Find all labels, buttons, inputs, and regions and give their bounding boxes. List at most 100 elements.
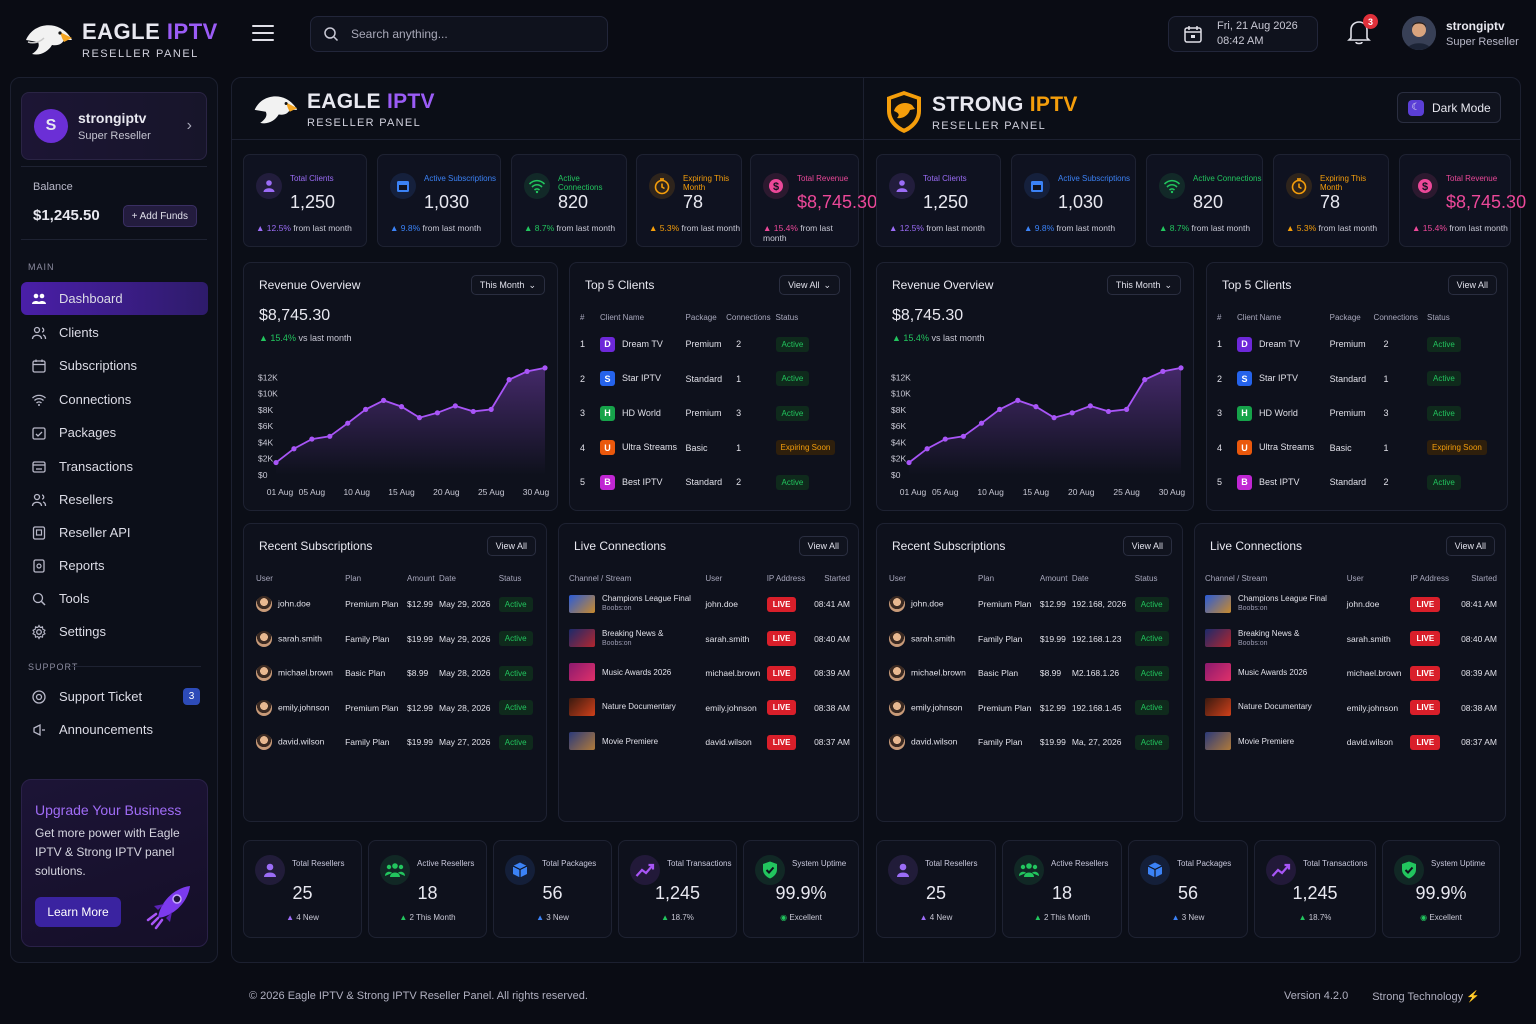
user-menu[interactable]: strongiptv Super Reseller <box>1402 16 1519 50</box>
stat-card-active-connections[interactable]: Active Connections 820 ▲ 8.7% from last … <box>1146 154 1263 247</box>
table-row[interactable]: 1 D Dream TV Premium 2 Active <box>580 327 842 362</box>
period-select[interactable]: This Month ⌄ <box>1106 275 1181 295</box>
table-row[interactable]: 3 H HD World Premium 3 Active <box>580 396 842 431</box>
revenue-point[interactable] <box>1160 368 1166 374</box>
learn-more-button[interactable]: Learn More <box>35 897 121 927</box>
revenue-point[interactable] <box>488 406 494 412</box>
revenue-point[interactable] <box>345 420 351 426</box>
period-select[interactable]: This Month ⌄ <box>470 275 545 295</box>
table-row[interactable]: 1 D Dream TV Premium 2 Active <box>1217 327 1499 362</box>
summary-card-total-transactions[interactable]: Total Transactions 1,245 ▲ 18.7% <box>618 840 737 938</box>
summary-card-total-packages[interactable]: Total Packages 56 ▲ 3 New <box>1128 840 1248 938</box>
sidebar-item-resellers[interactable]: Resellers <box>21 483 208 516</box>
revenue-point[interactable] <box>381 397 387 403</box>
table-row[interactable]: emily.johnson Premium Plan $12.99 192.16… <box>889 691 1174 726</box>
stat-card-total-revenue[interactable]: $ Total Revenue $8,745.30 ▲ 15.4% from l… <box>750 154 877 247</box>
revenue-point[interactable] <box>978 420 985 426</box>
table-row[interactable]: 5 B Best IPTV Standard 2 Active <box>580 465 842 500</box>
summary-card-total-resellers[interactable]: Total Resellers 25 ▲ 4 New <box>876 840 996 938</box>
sidebar-item-transactions[interactable]: Transactions <box>21 450 208 483</box>
table-row[interactable]: 2 S Star IPTV Standard 1 Active <box>580 362 842 397</box>
table-row[interactable]: Breaking News & Boobs:on sarah.smith LIVE… <box>1205 622 1497 657</box>
table-row[interactable]: Breaking News & Boobs:on sarah.smith LIVE… <box>569 622 850 657</box>
table-row[interactable]: emily.johnson Premium Plan $12.99 May 28… <box>256 691 538 726</box>
revenue-point[interactable] <box>434 410 440 416</box>
revenue-point[interactable] <box>960 433 966 439</box>
search-input[interactable] <box>351 27 571 41</box>
table-row[interactable]: Music Awards 2026 michael.brown LIVE 08:… <box>1205 656 1497 691</box>
view-all-button[interactable]: View All ⌄ <box>779 275 840 295</box>
revenue-point[interactable] <box>1105 408 1112 415</box>
stat-card-total-revenue[interactable]: $ Total Revenue $8,745.30 ▲ 15.4% from l… <box>1399 154 1526 247</box>
sidebar-item-reseller-api[interactable]: Reseller API <box>21 516 208 549</box>
sidebar-item-announcements[interactable]: Announcements <box>21 713 208 746</box>
sidebar-item-connections[interactable]: Connections <box>21 383 208 416</box>
sidebar-item-tools[interactable]: Tools <box>21 582 208 615</box>
table-row[interactable]: sarah.smith Family Plan $19.99 May 29, 2… <box>256 622 538 657</box>
add-funds-button[interactable]: + Add Funds <box>122 205 197 227</box>
notifications-button[interactable]: 3 <box>1346 14 1378 48</box>
sidebar-item-settings[interactable]: Settings <box>21 615 208 648</box>
revenue-point[interactable] <box>942 436 948 442</box>
sidebar-item-support-ticket[interactable]: Support Ticket 3 <box>21 680 208 713</box>
stat-card-active-subscriptions[interactable]: Active Subscriptions 1,030 ▲ 9.8% from l… <box>1011 154 1136 247</box>
table-row[interactable]: Champions League Final Boobs:on john.doe … <box>1205 587 1497 622</box>
sidebar-item-reports[interactable]: Reports <box>21 549 208 582</box>
stat-card-total-clients[interactable]: Total Clients 1,250 ▲ 12.5% from last mo… <box>243 154 367 247</box>
table-row[interactable]: 4 U Ultra Streams Basic 1 Expiring Soon <box>1217 431 1499 466</box>
revenue-point[interactable] <box>1142 377 1148 383</box>
table-row[interactable]: 5 B Best IPTV Standard 2 Active <box>1217 465 1499 500</box>
summary-card-system-uptime[interactable]: System Uptime 99.9% ◉ Excellent <box>1382 840 1500 938</box>
table-row[interactable]: Movie Premiere david.wilson LIVE 08:37 A… <box>569 725 850 760</box>
view-all-button[interactable]: View All <box>1122 536 1172 556</box>
revenue-point[interactable] <box>542 365 548 371</box>
revenue-point[interactable] <box>416 415 423 421</box>
revenue-point[interactable] <box>524 368 530 374</box>
sidebar-item-subscriptions[interactable]: Subscriptions <box>21 349 208 382</box>
table-row[interactable]: Movie Premiere david.wilson LIVE 08:37 A… <box>1205 725 1497 760</box>
revenue-point[interactable] <box>1178 365 1184 371</box>
stat-card-active-connections[interactable]: Active Connections 820 ▲ 8.7% from last … <box>511 154 627 247</box>
stat-card-expiring-this-month[interactable]: Expiring This Month 78 ▲ 5.3% from last … <box>1273 154 1389 247</box>
revenue-point[interactable] <box>1051 415 1057 421</box>
search-box[interactable] <box>310 16 608 52</box>
table-row[interactable]: david.wilson Family Plan $19.99 May 27, … <box>256 725 538 760</box>
revenue-point[interactable] <box>363 406 369 412</box>
revenue-point[interactable] <box>327 433 333 439</box>
table-row[interactable]: Nature Documentary emily.johnson LIVE 08… <box>569 691 850 726</box>
stat-card-active-subscriptions[interactable]: Active Subscriptions 1,030 ▲ 9.8% from l… <box>377 154 501 247</box>
summary-card-total-resellers[interactable]: Total Resellers 25 ▲ 4 New <box>243 840 362 938</box>
table-row[interactable]: 3 H HD World Premium 3 Active <box>1217 396 1499 431</box>
revenue-point[interactable] <box>1124 406 1130 412</box>
revenue-point[interactable] <box>1033 404 1039 410</box>
table-row[interactable]: david.wilson Family Plan $19.99 Ma, 27, … <box>889 725 1174 760</box>
view-all-button[interactable]: View All <box>798 536 848 556</box>
table-row[interactable]: Champions League Final Boobs:on john.doe … <box>569 587 850 622</box>
summary-card-system-uptime[interactable]: System Uptime 99.9% ◉ Excellent <box>743 840 859 938</box>
sidebar-account-card[interactable]: S strongiptv Super Reseller › <box>21 92 207 160</box>
revenue-point[interactable] <box>906 459 912 466</box>
revenue-point[interactable] <box>924 446 930 452</box>
table-row[interactable]: 2 S Star IPTV Standard 1 Active <box>1217 362 1499 397</box>
revenue-point[interactable] <box>1069 410 1075 416</box>
table-row[interactable]: john.doe Premium Plan $12.99 192.168, 20… <box>889 587 1174 622</box>
table-row[interactable]: 4 U Ultra Streams Basic 1 Expiring Soon <box>580 431 842 466</box>
stat-card-total-clients[interactable]: Total Clients 1,250 ▲ 12.5% from last mo… <box>876 154 1001 247</box>
revenue-point[interactable] <box>291 446 297 452</box>
menu-toggle-icon[interactable] <box>252 22 274 44</box>
table-row[interactable]: Music Awards 2026 michael.brown LIVE 08:… <box>569 656 850 691</box>
dark-mode-toggle[interactable]: ☾ Dark Mode <box>1397 92 1501 123</box>
summary-card-active-resellers[interactable]: Active Resellers 18 ▲ 2 This Month <box>368 840 487 938</box>
summary-card-total-packages[interactable]: Total Packages 56 ▲ 3 New <box>493 840 612 938</box>
table-row[interactable]: michael.brown Basic Plan $8.99 May 28, 2… <box>256 656 538 691</box>
revenue-point[interactable] <box>506 377 512 383</box>
revenue-point[interactable] <box>1087 403 1093 409</box>
view-all-button[interactable]: View All <box>486 536 536 556</box>
table-row[interactable]: sarah.smith Family Plan $19.99 192.168.1… <box>889 622 1174 657</box>
table-row[interactable]: Nature Documentary emily.johnson LIVE 08… <box>1205 691 1497 726</box>
revenue-point[interactable] <box>997 406 1003 412</box>
revenue-point[interactable] <box>309 436 315 442</box>
brand-logo[interactable]: EAGLE IPTV RESELLER PANEL <box>22 18 218 60</box>
revenue-point[interactable] <box>273 459 279 466</box>
sidebar-item-dashboard[interactable]: Dashboard <box>21 282 208 315</box>
